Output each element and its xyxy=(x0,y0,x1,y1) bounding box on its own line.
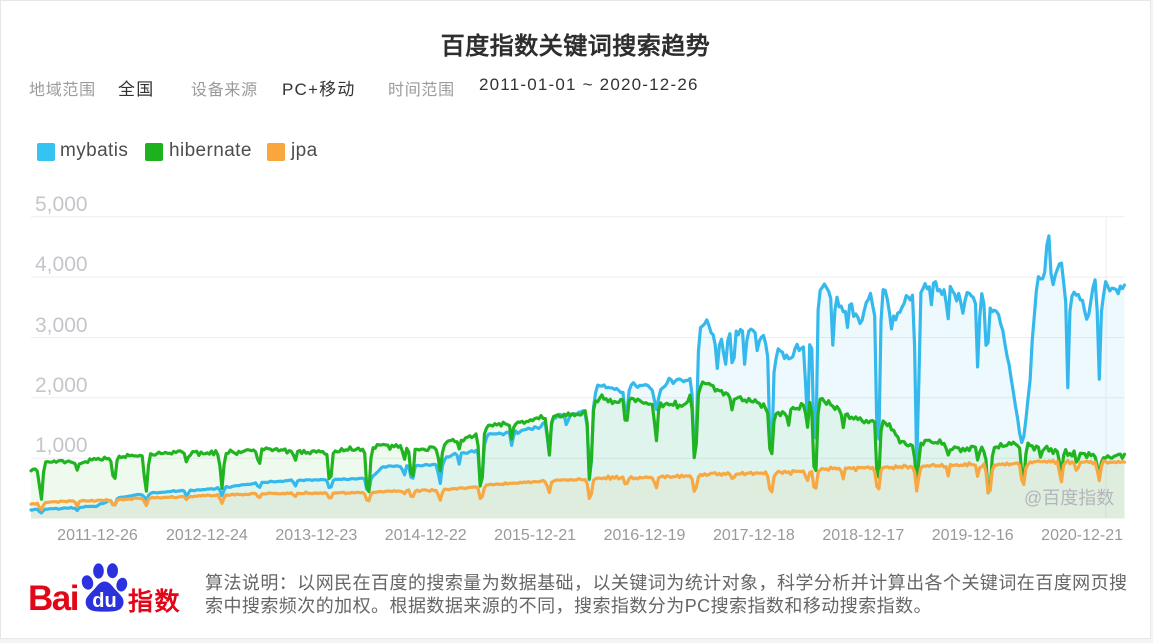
svg-text:du: du xyxy=(92,590,116,612)
